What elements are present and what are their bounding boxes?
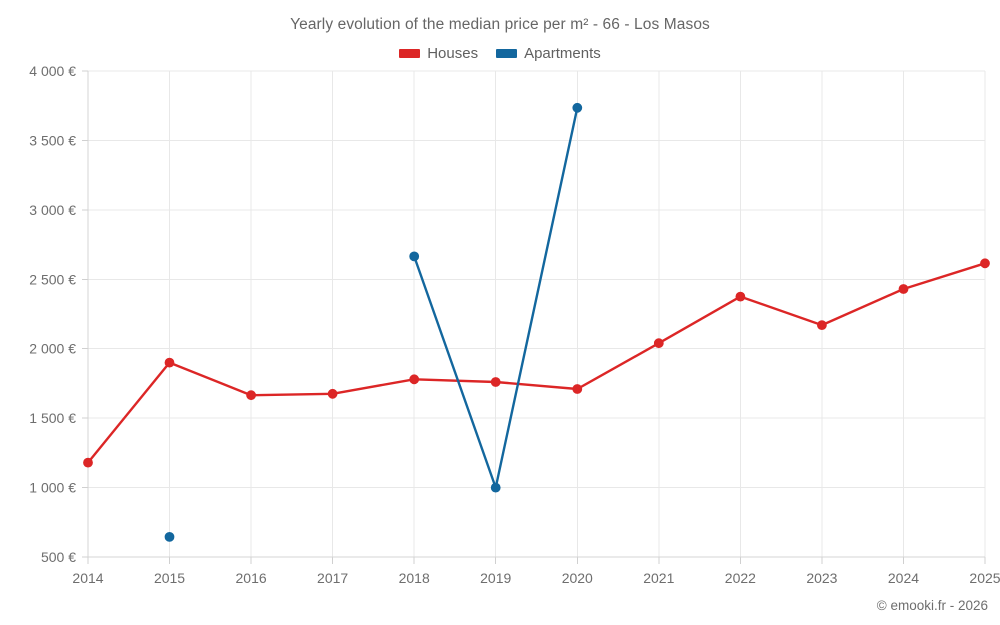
- data-point-apartments[interactable]: [409, 251, 420, 262]
- x-axis-tick-label: 2018: [399, 570, 430, 586]
- x-axis-tick-label: 2021: [643, 570, 674, 586]
- copyright-credit: © emooki.fr - 2026: [876, 598, 988, 613]
- x-axis-tick-label: 2019: [480, 570, 511, 586]
- data-point-houses[interactable]: [246, 390, 257, 401]
- y-axis-tick-label: 4 000 €: [29, 63, 76, 79]
- apartments-legend-swatch: [496, 49, 518, 58]
- x-axis-tick-label: 2022: [725, 570, 756, 586]
- data-point-houses[interactable]: [653, 338, 664, 349]
- x-axis-tick-label: 2017: [317, 570, 348, 586]
- x-axis-tick-label: 2015: [154, 570, 185, 586]
- y-axis-tick-label: 1 000 €: [29, 480, 76, 496]
- data-point-houses[interactable]: [980, 258, 990, 269]
- x-axis-tick-label: 2020: [562, 570, 593, 586]
- chart-title: Yearly evolution of the median price per…: [290, 16, 710, 33]
- x-axis-tick-label: 2023: [806, 570, 837, 586]
- data-point-houses[interactable]: [409, 374, 420, 385]
- x-axis-tick-label: 2024: [888, 570, 919, 586]
- y-axis-tick-label: 3 000 €: [29, 202, 76, 218]
- data-point-houses[interactable]: [898, 284, 909, 294]
- y-axis-tick-label: 500 €: [41, 549, 76, 565]
- data-point-apartments[interactable]: [164, 532, 175, 542]
- legend-item-apartments[interactable]: Apartments: [496, 45, 601, 62]
- y-axis-tick-label: 2 000 €: [29, 341, 76, 357]
- x-axis-tick-label: 2014: [72, 570, 103, 586]
- y-axis-tick-label: 3 500 €: [29, 132, 76, 148]
- data-point-houses[interactable]: [817, 320, 827, 331]
- legend-label-houses: Houses: [427, 45, 479, 62]
- data-point-houses[interactable]: [164, 357, 175, 368]
- data-point-houses[interactable]: [490, 377, 501, 387]
- y-axis-tick-label: 2 500 €: [29, 271, 76, 287]
- x-axis-tick-label: 2016: [236, 570, 267, 586]
- chart-legend: Houses Apartments: [0, 45, 1000, 62]
- data-point-houses[interactable]: [572, 384, 583, 394]
- y-axis-tick-label: 1 500 €: [29, 410, 76, 426]
- data-point-apartments[interactable]: [490, 482, 501, 493]
- data-point-apartments[interactable]: [572, 102, 583, 113]
- data-point-houses[interactable]: [735, 291, 746, 302]
- data-point-houses[interactable]: [327, 388, 338, 399]
- houses-legend-swatch: [399, 49, 421, 58]
- legend-label-apartments: Apartments: [524, 45, 601, 62]
- series-line-houses[interactable]: [86, 262, 987, 464]
- legend-item-houses[interactable]: Houses: [399, 45, 478, 62]
- data-point-houses[interactable]: [83, 457, 93, 468]
- x-axis-tick-label: 2025: [969, 570, 1000, 586]
